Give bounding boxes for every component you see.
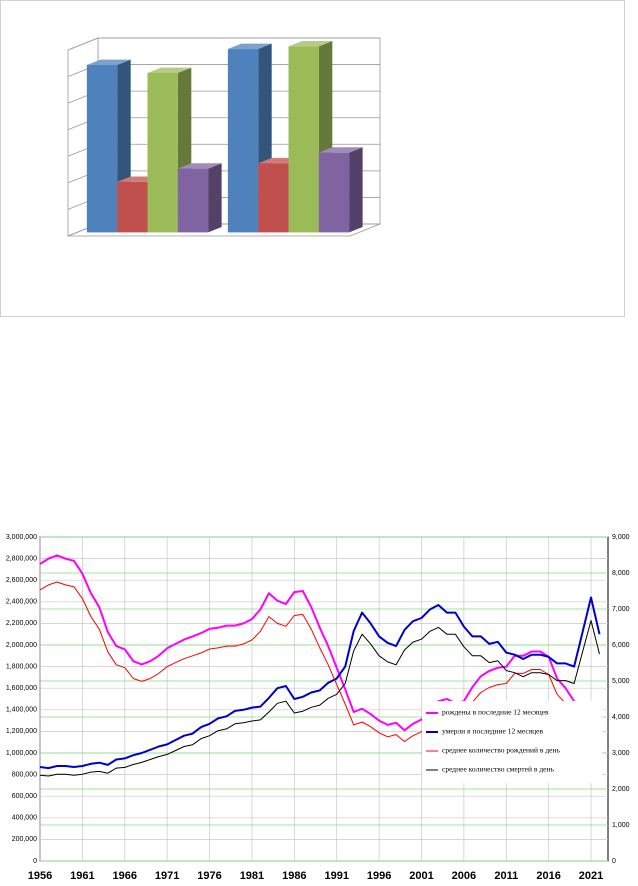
x-tick-label: 1981 (240, 870, 264, 882)
y-tick-label: 2,200,000 (6, 620, 37, 627)
y-tick-label: 2,000,000 (6, 642, 37, 649)
y2-tick-label: 0 (612, 858, 616, 865)
y2-tick-label: 9,000 (612, 534, 630, 541)
y-tick-label: 0 (33, 858, 37, 865)
legend-label: рождены в последние 12 месяцев (442, 708, 549, 717)
y-tick-label: 2,600,000 (6, 577, 37, 584)
y-tick-label: 1,600,000 (6, 685, 37, 692)
series-line (40, 581, 600, 742)
y-tick-label: 200,000 (12, 836, 37, 843)
y-tick-label: 3,000,000 (6, 534, 37, 541)
y2-tick-label: 4,000 (612, 714, 630, 721)
bar-side (349, 147, 363, 233)
bar (86, 65, 118, 233)
x-tick-label: 1966 (113, 870, 137, 882)
bar (117, 181, 148, 233)
y2-tick-label: 7,000 (612, 606, 630, 613)
chart-frame (0, 0, 625, 317)
x-tick-label: 1991 (324, 870, 348, 882)
legend-box (422, 701, 602, 783)
y2-tick-label: 5,000 (612, 678, 630, 685)
y-tick-label: 2,400,000 (6, 599, 37, 606)
bar-top (147, 67, 192, 73)
legend-label: умерли в последние 12 месяцев (442, 727, 543, 736)
bar-top (318, 147, 363, 153)
series-line (40, 554, 600, 732)
bar-top (227, 43, 272, 50)
legend-label: среднее количество рождений в день (442, 746, 560, 755)
series-line (40, 596, 601, 770)
y-tick-label: 1,200,000 (6, 728, 37, 735)
bar (147, 72, 178, 233)
bar (227, 49, 259, 233)
y2-tick-label: 8,000 (612, 570, 630, 577)
x-tick-label: 2001 (409, 870, 433, 882)
bar (258, 163, 289, 233)
plot-frame (39, 536, 609, 862)
y2-tick-label: 1,000 (612, 822, 630, 829)
x-tick-label: 1986 (282, 870, 306, 882)
bar (177, 168, 209, 233)
bar-side (208, 163, 222, 233)
x-tick-label: 1956 (28, 870, 52, 882)
x-tick-label: 1976 (197, 870, 221, 882)
bar-top (177, 163, 222, 169)
x-tick-label: 1961 (70, 870, 94, 882)
x-tick-label: 2021 (579, 870, 603, 882)
bar (318, 152, 350, 233)
y2-tick-label: 6,000 (612, 642, 630, 649)
legend-label: среднее количество смертей в день (442, 765, 554, 774)
x-tick-label: 1996 (367, 870, 391, 882)
y-tick-label: 1,000,000 (6, 750, 37, 757)
x-tick-label: 2006 (452, 870, 476, 882)
y-tick-label: 2,800,000 (6, 555, 37, 562)
y2-tick-label: 3,000 (612, 750, 630, 757)
bar-top (86, 59, 131, 65)
grid-line (67, 37, 380, 51)
y-tick-label: 1,800,000 (6, 663, 37, 670)
y-tick-label: 1,400,000 (6, 707, 37, 714)
bar-top (288, 41, 333, 47)
bar (288, 46, 319, 233)
x-tick-label: 1971 (155, 870, 179, 882)
y2-tick-label: 2,000 (612, 786, 630, 793)
x-tick-label: 2016 (536, 870, 560, 882)
x-tick-label: 2011 (494, 870, 518, 882)
series-line (40, 620, 600, 777)
y-tick-label: 400,000 (12, 815, 37, 822)
y-tick-label: 600,000 (12, 793, 37, 800)
y-tick-label: 800,000 (12, 771, 37, 778)
